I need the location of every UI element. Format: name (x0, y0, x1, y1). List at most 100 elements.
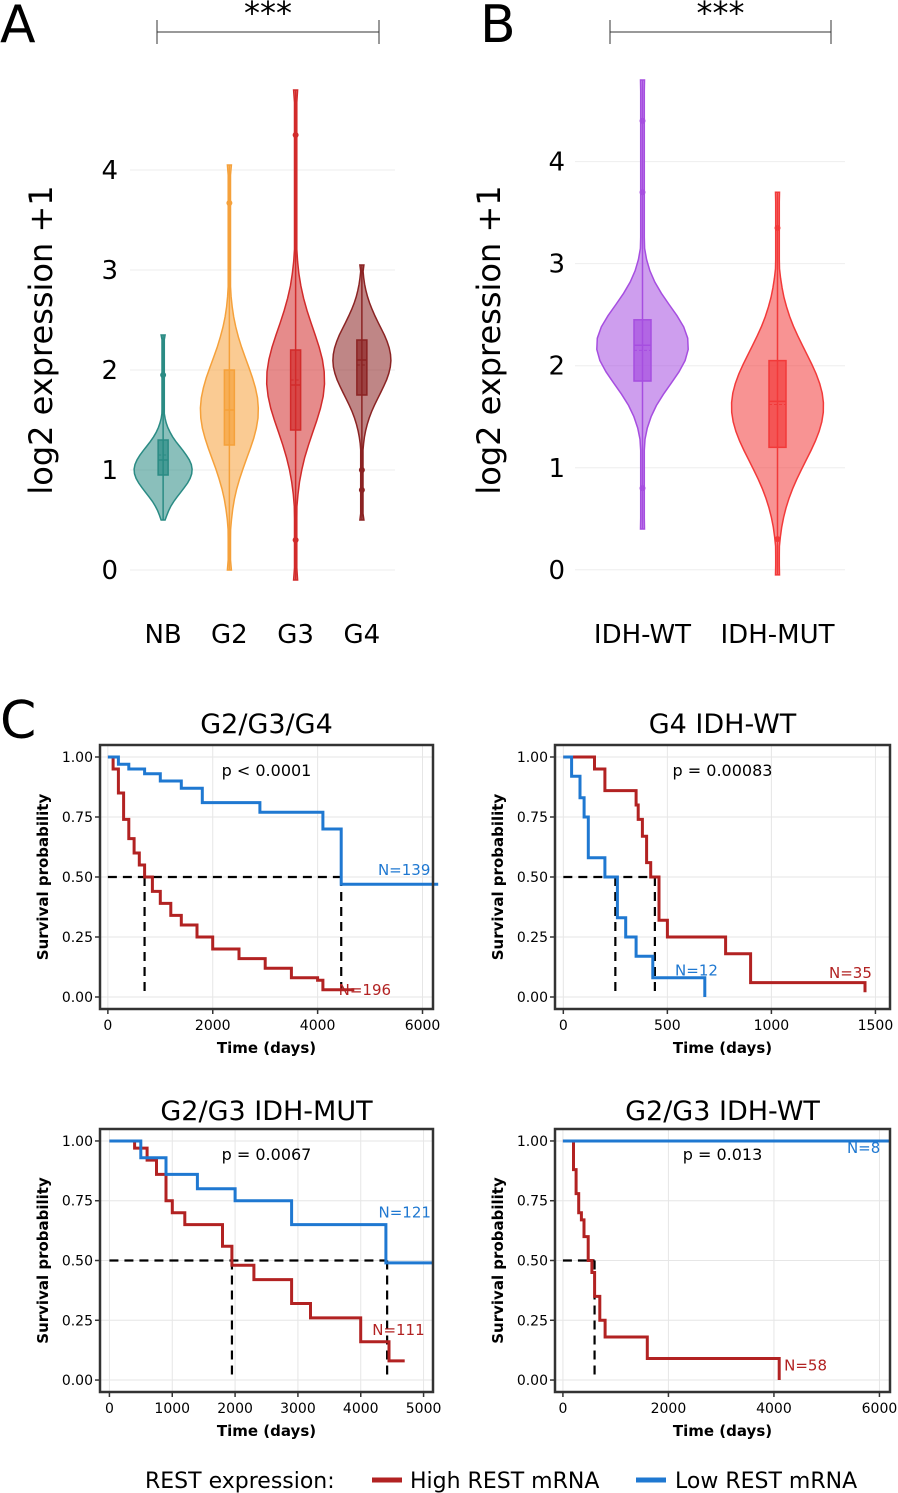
outlier-NB (160, 372, 167, 378)
x-tick-label: 4000 (756, 1401, 792, 1417)
survival-curve-high (107, 755, 355, 992)
y-tick-label: 4 (548, 148, 565, 178)
survival-curve-low (563, 755, 707, 997)
x-tick-label: 3000 (280, 1401, 316, 1417)
y-tick-label: 4 (101, 156, 118, 186)
y-tick-label: 0.25 (517, 930, 548, 946)
y-tick-label: 0.25 (517, 1313, 548, 1329)
y-tick-label: 0.50 (517, 870, 548, 886)
category-label-IDH-MUT: IDH-MUT (721, 620, 835, 650)
outlier-IDH-MUT (774, 224, 781, 231)
violin-chart-idh: 0 1 2 3 4 log2 expression +1 IDH-WT IDH-MUT *** (470, 0, 845, 650)
survival-curve-low (109, 1139, 433, 1265)
panel-a-letter: A (0, 0, 36, 55)
chart-title: G2/G3 IDH-MUT (160, 1096, 373, 1127)
significance-label: *** (697, 0, 745, 32)
legend-label-high: High REST mRNA (410, 1469, 599, 1493)
y-tick-label: 0.75 (517, 810, 548, 826)
km-chart-g4-idh-wt: N=35 N=12 0 500 1000 1500 0.00 0.25 0.50 0.75 1.00… (489, 709, 893, 1057)
n-label-high: N=111 (372, 1321, 424, 1339)
survival-curve-high (109, 1139, 405, 1363)
p-value-label: p = 0.00083 (673, 761, 773, 780)
outlier-IDH-WT (639, 485, 646, 492)
y-tick-label: 3 (101, 256, 118, 286)
y-tick-label: 1 (101, 456, 118, 486)
y-tick-label: 1 (548, 454, 565, 484)
box-G2 (223, 369, 236, 446)
x-tick-label: 2000 (651, 1401, 687, 1417)
y-tick-label: 0.50 (62, 870, 93, 886)
y-tick-label: 0.00 (62, 990, 93, 1006)
km-chart-g2-g3-idh-wt: N=58 N=8 0 2000 4000 6000 0.00 0.25 0.50 0.75 1.00… (489, 1096, 897, 1440)
legend-label-low: Low REST mRNA (675, 1469, 857, 1493)
box-IDH-MUT (768, 359, 787, 449)
outlier-G3 (292, 132, 299, 138)
x-tick-label: 6000 (405, 1018, 441, 1034)
chart-title: G2/G3/G4 (200, 709, 333, 740)
y-axis-label: Survival probability (489, 794, 507, 961)
y-axis-label: Survival probability (34, 794, 52, 961)
x-tick-label: 2000 (217, 1401, 253, 1417)
n-label-low: N=12 (675, 962, 718, 980)
y-tick-label: 0.00 (517, 990, 548, 1006)
panel-c-letter: C (0, 691, 36, 751)
y-tick-label: 0.75 (62, 810, 93, 826)
survival-curve-low (107, 755, 439, 886)
y-tick-label: 1.00 (62, 750, 93, 766)
x-tick-label: 0 (105, 1401, 114, 1417)
x-tick-label: 0 (558, 1401, 567, 1417)
outlier-IDH-WT (639, 117, 646, 124)
x-tick-label: 5000 (406, 1401, 442, 1417)
outlier-G4 (358, 487, 365, 493)
y-tick-label: 0.25 (62, 1313, 93, 1329)
x-tick-label: 500 (654, 1018, 681, 1034)
y-tick-label: 1.00 (62, 1134, 93, 1150)
chart-title: G2/G3 IDH-WT (625, 1096, 820, 1127)
n-label-low: N=121 (379, 1204, 431, 1222)
y-tick-label: 0.50 (62, 1254, 93, 1270)
box-G4 (356, 339, 368, 396)
n-label-high: N=58 (784, 1357, 827, 1375)
p-value-label: p = 0.0067 (222, 1145, 312, 1164)
x-tick-label: 2000 (195, 1018, 231, 1034)
x-axis-label: Time (days) (217, 1039, 316, 1057)
x-tick-label: 0 (103, 1018, 112, 1034)
x-tick-label: 4000 (343, 1401, 379, 1417)
y-tick-label: 0.00 (517, 1373, 548, 1389)
panel-b-letter: B (480, 0, 516, 55)
category-label-IDH-WT: IDH-WT (594, 620, 691, 650)
x-axis-label: Time (days) (673, 1422, 772, 1440)
y-tick-label: 2 (548, 352, 565, 382)
y-axis-label: Survival probability (489, 1177, 507, 1344)
x-axis-label: Time (days) (673, 1039, 772, 1057)
y-tick-label: 1.00 (517, 1134, 548, 1150)
n-label-high: N=196 (339, 981, 391, 999)
y-tick-label: 0.75 (517, 1194, 548, 1210)
y-tick-label: 0 (548, 556, 565, 586)
category-label-G3: G3 (277, 620, 314, 650)
y-tick-label: 0.75 (62, 1194, 93, 1210)
p-value-label: p < 0.0001 (222, 761, 312, 780)
x-tick-label: 0 (559, 1018, 568, 1034)
x-axis-label: Time (days) (217, 1422, 316, 1440)
x-tick-label: 1000 (754, 1018, 790, 1034)
y-axis-label: log2 expression +1 (22, 185, 60, 494)
n-label-high: N=35 (829, 964, 872, 982)
n-label-low: N=8 (847, 1139, 880, 1157)
outlier-IDH-MUT (774, 536, 781, 543)
n-label-low: N=139 (378, 861, 430, 879)
y-tick-label: 0 (101, 556, 118, 586)
y-tick-label: 0.00 (62, 1373, 93, 1389)
outlier-G3 (292, 537, 299, 543)
x-tick-label: 4000 (300, 1018, 336, 1034)
y-tick-label: 2 (101, 356, 118, 386)
p-value-label: p = 0.013 (683, 1145, 763, 1164)
x-tick-label: 1000 (154, 1401, 190, 1417)
survival-curve-high (563, 755, 867, 993)
violin-chart-grades: 0 1 2 3 4 log2 expression +1 NB G2 G3 G4 *** (22, 0, 395, 650)
category-label-G2: G2 (211, 620, 248, 650)
survival-curve-high (562, 1139, 781, 1380)
outlier-IDH-WT (639, 189, 646, 196)
outlier-G2 (226, 200, 233, 206)
